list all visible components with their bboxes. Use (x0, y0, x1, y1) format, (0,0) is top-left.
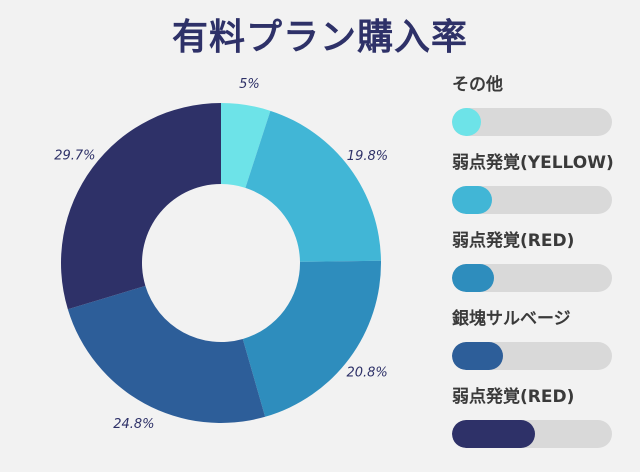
legend-bar-fill-2 (452, 186, 492, 214)
legend-item-5: 弱点発覚(RED) (452, 382, 632, 452)
legend-label-5: 弱点発覚(RED) (452, 387, 575, 407)
legend-label-2: 弱点発覚(YELLOW) (452, 153, 614, 173)
legend-bar-fill-4 (452, 342, 504, 370)
chart-title: 有料プラン購入率 (171, 17, 468, 58)
legend-label-1: その他 (452, 75, 503, 95)
legend-label-3: 弱点発覚(RED) (452, 231, 575, 251)
donut-chart: 5% 19.8% 20.8% 24.8% 29.7% (54, 77, 388, 432)
slice-value-label-3: 20.8% (346, 365, 387, 380)
legend-item-2: 弱点発覚(YELLOW) (452, 148, 632, 218)
slice-value-label-4: 24.8% (113, 417, 154, 432)
legend-bar-track-2 (452, 186, 612, 214)
donut-slice-2 (245, 110, 381, 262)
donut-slice-5 (60, 103, 221, 310)
legend-bar-track-1 (452, 108, 612, 136)
legend-bar-fill-5 (452, 420, 536, 448)
legend-bar-fill-3 (452, 264, 494, 292)
legend-bar-track-3 (452, 264, 612, 292)
legend-bar-fill-1 (452, 108, 481, 136)
legend-bar-track-5 (452, 420, 612, 448)
slice-value-label-1: 5% (239, 77, 260, 92)
legend-item-3: 弱点発覚(RED) (452, 226, 632, 296)
legend-bar-track-4 (452, 342, 612, 370)
slice-value-label-2: 19.8% (347, 149, 388, 164)
donut-slice-4 (67, 285, 266, 424)
legend-item-1: その他 (452, 70, 632, 140)
slice-value-label-5: 29.7% (54, 149, 95, 164)
legend-label-4: 銀塊サルベージ (452, 309, 571, 329)
donut-slice-1 (221, 103, 271, 188)
legend-item-4: 銀塊サルベージ (452, 304, 632, 374)
donut-slice-3 (242, 260, 381, 417)
